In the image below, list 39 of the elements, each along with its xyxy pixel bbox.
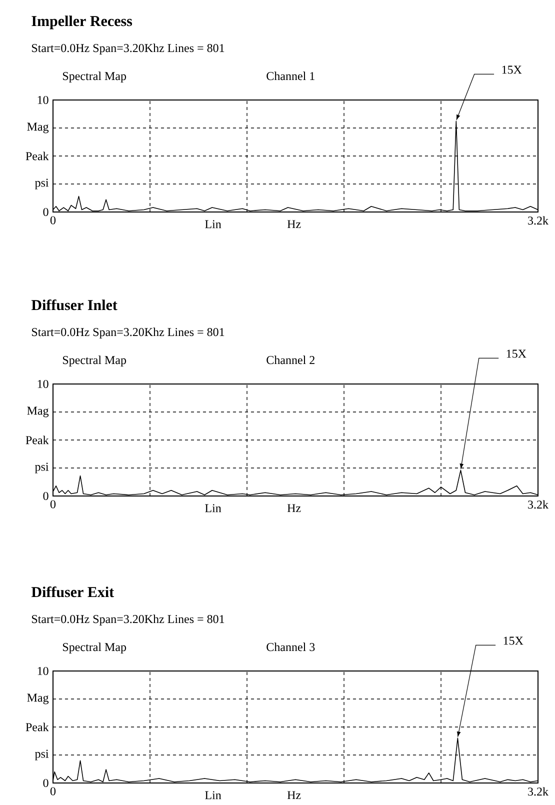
text: Spectral Map [63, 642, 126, 654]
text: Channel 1 [266, 72, 314, 80]
text: Hz [287, 504, 301, 512]
y-tick-label: 0 [43, 492, 48, 500]
x-axis-title: Lin [205, 504, 222, 512]
chart-subtitle: Start=0.0Hz Span=3.20Khz Lines = 801 [32, 328, 224, 339]
text: Spectral Map [63, 356, 126, 367]
annotation: 15X [502, 66, 522, 74]
annotation: 15X [506, 350, 526, 358]
y-tick-label: psi [34, 462, 49, 474]
y-tick-label: Peak [26, 436, 49, 444]
text: Channel 2 [266, 356, 314, 364]
text: Hz [287, 220, 301, 228]
x-axis-title: Lin [205, 791, 222, 800]
y-tick-label: Mag [27, 694, 49, 704]
x-axis-title: Lin [205, 220, 222, 228]
chart-subtitle: Start=0.0Hz Span=3.20Khz Lines = 801 [32, 44, 224, 55]
annotation: 15X [504, 636, 524, 645]
chart-subtitle: Start=0.0Hz Span=3.20Khz Lines = 801 [32, 614, 224, 626]
y-tick-label: 10 [38, 96, 48, 104]
x-tick-label: 3.2k [528, 787, 549, 796]
y-tick-label: Peak [26, 152, 49, 160]
y-tick-label: Mag [27, 406, 49, 418]
x-tick-label: 3.2k [528, 216, 549, 225]
text: Hz [287, 791, 301, 800]
y-tick-label: psi [34, 178, 49, 190]
x-tick-label: 3.2k [528, 500, 549, 509]
text: Channel 3 [266, 642, 315, 652]
y-tick-label: psi [34, 750, 49, 760]
chart-title: Diffuser Exit [31, 586, 114, 598]
text: Spectral Map [63, 72, 126, 83]
y-tick-label: 10 [38, 380, 48, 388]
chart-title: Diffuser Inlet [31, 299, 118, 310]
y-tick-label: Mag [27, 122, 49, 134]
y-tick-label: Peak [26, 722, 49, 732]
y-tick-label: 0 [43, 208, 48, 216]
chart-title: Impeller Recess [32, 16, 132, 30]
y-tick-label: 10 [38, 666, 48, 676]
y-tick-label: 0 [43, 778, 48, 788]
